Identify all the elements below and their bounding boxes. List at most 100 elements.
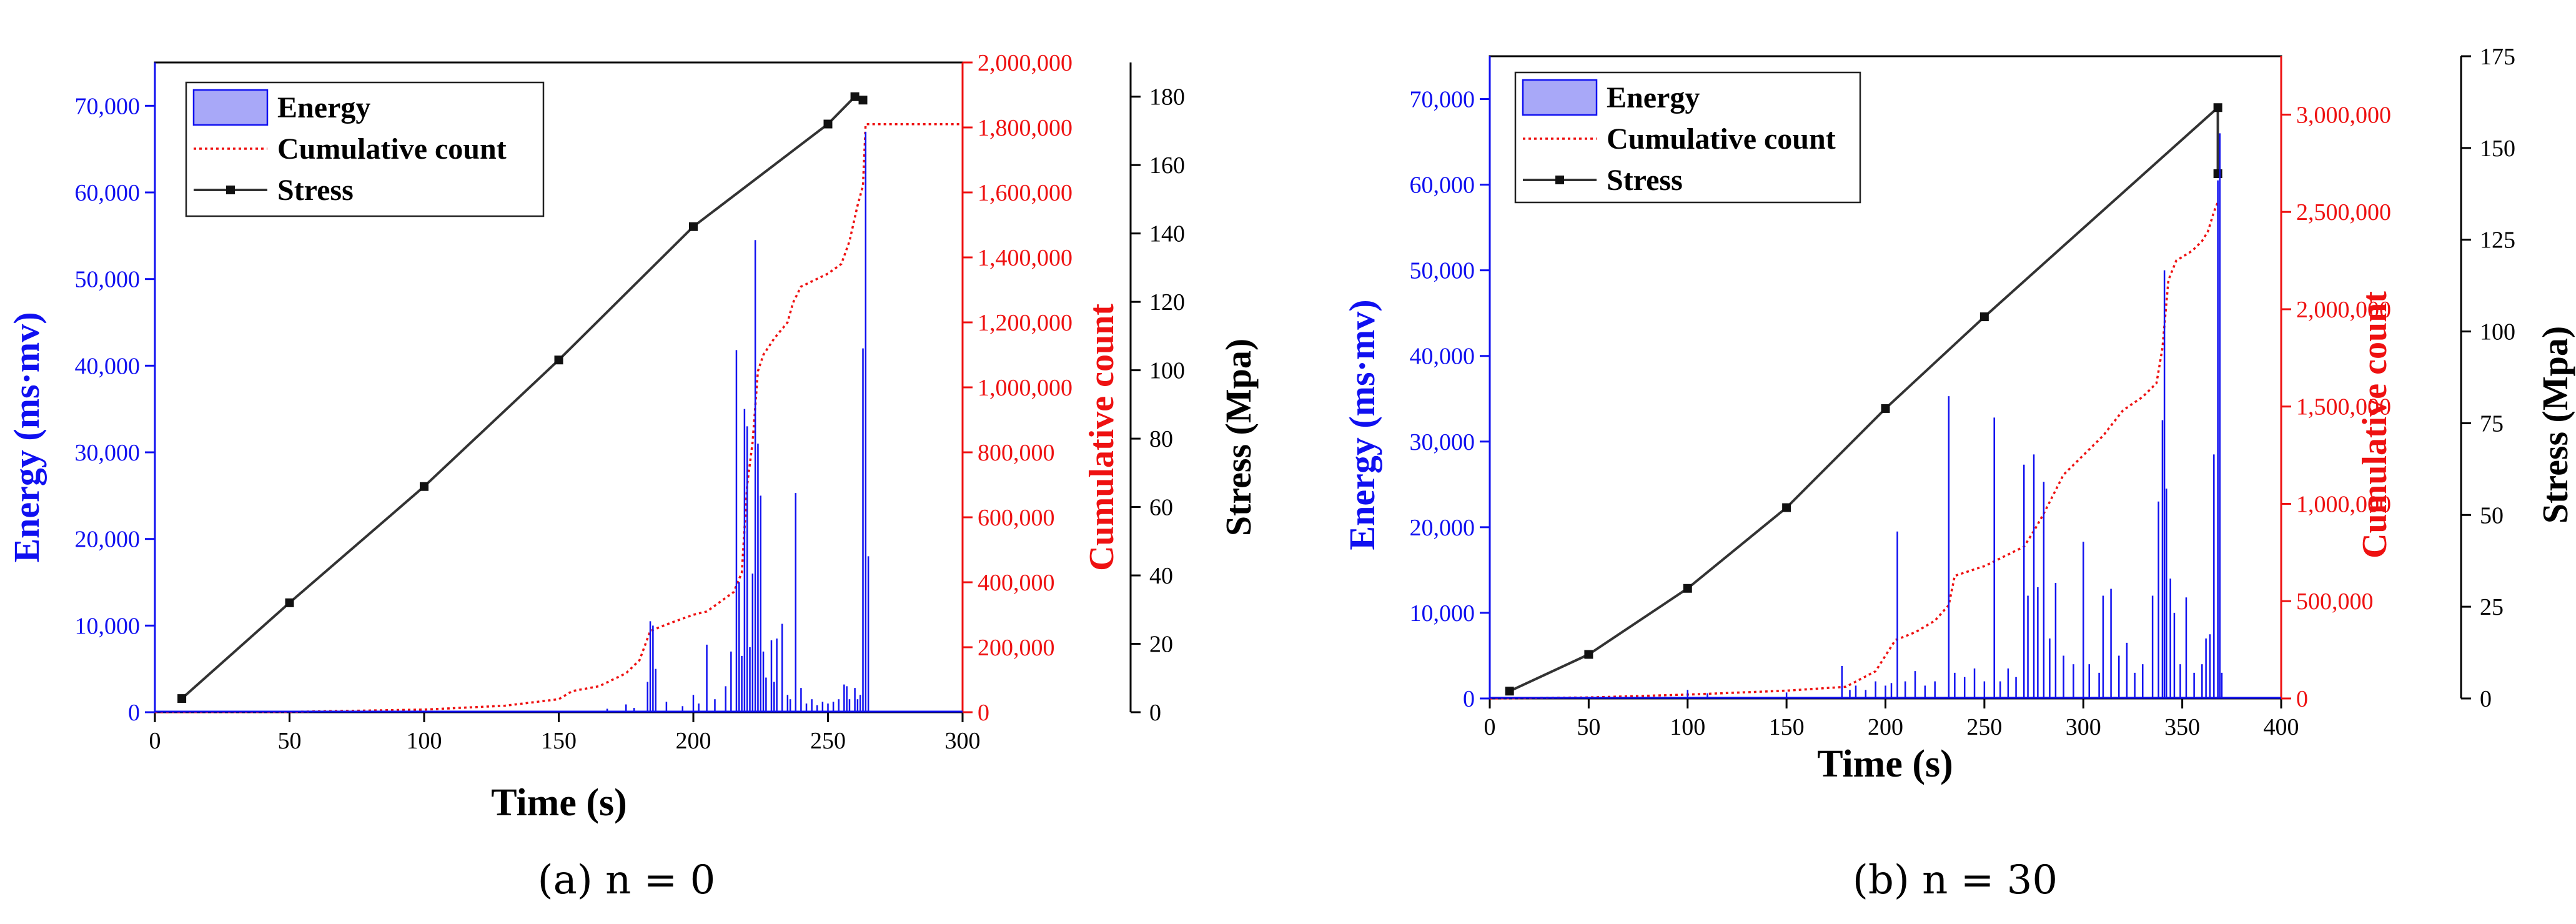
cumulative-tick-label: 1,000,000 (2296, 491, 2391, 517)
cumulative-axis-title: Cumulative count (2356, 291, 2394, 559)
x-tick-label: 200 (676, 728, 711, 754)
x-axis-title: Time (s) (1817, 743, 1953, 785)
stress-tick-label: 120 (1149, 289, 1185, 315)
stress-line (181, 95, 864, 700)
stress-tick-label: 0 (2480, 686, 2492, 712)
stress-axis-title: Stress (Mpa) (1218, 339, 1259, 536)
energy-axis-title: Energy (ms·mv) (6, 312, 47, 562)
cumulative-tick-label: 400,000 (978, 570, 1055, 596)
stress-tick-label: 100 (2480, 319, 2515, 345)
stress-marker (1881, 404, 1890, 413)
cumulative-line (154, 123, 963, 713)
cumulative-tick-label: 2,500,000 (2296, 199, 2391, 226)
x-tick-label: 150 (541, 728, 577, 754)
cumulative-tick-label: 0 (978, 700, 989, 726)
energy-tick-label: 50,000 (1410, 258, 1475, 284)
energy-tick-label: 70,000 (1410, 87, 1475, 113)
cumulative-tick-label: 1,800,000 (978, 115, 1073, 141)
energy-tick-label: 10,000 (75, 613, 141, 639)
x-tick-label: 0 (149, 728, 161, 754)
energy-tick-label: 70,000 (75, 93, 141, 119)
cumulative-line (1489, 201, 2219, 700)
stress-marker (1584, 650, 1593, 659)
stress-tick-label: 60 (1149, 495, 1173, 521)
cumulative-tick-label: 0 (2296, 686, 2308, 712)
x-tick-label: 0 (1484, 714, 1496, 740)
legend-label-energy: Energy (277, 91, 370, 124)
cumulative-tick-label: 600,000 (978, 505, 1055, 531)
cumulative-tick-label: 1,500,000 (2296, 394, 2391, 420)
stress-marker (689, 222, 698, 231)
energy-series (155, 131, 963, 713)
caption-label: (b) (1853, 857, 1910, 903)
cumulative-tick-label: 500,000 (2296, 589, 2374, 615)
cumulative-tick-label: 200,000 (978, 635, 1055, 661)
x-tick-label: 150 (1769, 714, 1805, 740)
cumulative-axis-title: Cumulative count (1082, 304, 1121, 571)
stress-marker (850, 92, 859, 101)
energy-tick-label: 60,000 (1410, 172, 1475, 199)
stress-tick-label: 25 (2480, 594, 2504, 620)
chart-a: 0 50 100 150 200 250 300010,00020,00030,00040,… (6, 50, 1259, 903)
x-tick-label: 350 (2164, 714, 2200, 740)
chart-b: 0 50 100 150 200 250 300 350 400010,00020,00030,… (1342, 44, 2575, 903)
figure-caption: (b) n = 30 (1853, 857, 2058, 903)
cumulative-tick-label: 1,400,000 (978, 245, 1073, 271)
stress-tick-label: 160 (1149, 152, 1185, 179)
legend-label-cumulative: Cumulative count (1607, 122, 1836, 156)
legend: Energy Cumulative count Stress (185, 81, 545, 217)
stress-tick-label: 140 (1149, 221, 1185, 247)
x-tick-label: 300 (2066, 714, 2101, 740)
stress-tick-label: 180 (1149, 84, 1185, 111)
cumulative-tick-label: 2,000,000 (2296, 297, 2391, 323)
x-tick-label: 50 (278, 728, 302, 754)
legend-label-stress: Stress (277, 174, 354, 207)
energy-axis-title: Energy (ms·mv) (1342, 299, 1382, 550)
stress-line (1508, 104, 2219, 693)
caption-text: n = 0 (593, 857, 716, 903)
x-tick-label: 250 (1966, 714, 2002, 740)
x-tick-label: 100 (1670, 714, 1705, 740)
x-axis-title: Time (s) (491, 782, 627, 824)
cumulative-tick-label: 3,000,000 (2296, 102, 2391, 128)
cumulative-tick-label: 1,000,000 (978, 375, 1073, 401)
stress-tick-label: 40 (1149, 563, 1173, 589)
stress-tick-label: 20 (1149, 632, 1173, 658)
energy-tick-label: 30,000 (1410, 429, 1475, 455)
stress-marker (2213, 103, 2222, 112)
x-tick-label: 400 (2264, 714, 2299, 740)
energy-tick-label: 10,000 (1410, 600, 1475, 627)
energy-tick-label: 0 (128, 700, 140, 726)
stress-marker (554, 355, 563, 365)
stress-marker (1979, 312, 1989, 322)
stress-marker (177, 694, 187, 703)
energy-tick-label: 30,000 (75, 440, 141, 466)
cumulative-tick-label: 1,200,000 (978, 310, 1073, 336)
stress-marker (1505, 687, 1514, 696)
legend-energy-swatch (1522, 79, 1598, 116)
legend-label-energy: Energy (1607, 81, 1700, 114)
stress-axis-title: Stress (Mpa) (2535, 326, 2575, 524)
stress-marker (2213, 169, 2222, 178)
energy-tick-label: 40,000 (75, 353, 141, 379)
legend-label-stress: Stress (1607, 164, 1683, 197)
stress-marker (858, 96, 868, 105)
legend-energy-swatch (192, 89, 269, 126)
caption-text: n = 30 (1910, 857, 2058, 903)
energy-tick-label: 20,000 (1410, 515, 1475, 541)
stress-marker (285, 598, 294, 607)
cumulative-tick-label: 1,600,000 (978, 180, 1073, 206)
x-tick-label: 250 (810, 728, 846, 754)
cumulative-tick-label: 2,000,000 (978, 50, 1073, 76)
legend: Energy Cumulative count Stress (1514, 71, 1861, 204)
stress-tick-label: 50 (2480, 502, 2504, 529)
cumulative-tick-label: 800,000 (978, 440, 1055, 466)
energy-tick-label: 20,000 (75, 527, 141, 553)
stress-tick-label: 100 (1149, 358, 1185, 384)
figure-caption: (a) n = 0 (538, 857, 716, 903)
legend-stress-marker (1555, 176, 1564, 184)
stress-tick-label: 150 (2480, 136, 2515, 162)
stress-tick-label: 175 (2480, 44, 2515, 70)
energy-tick-label: 60,000 (75, 180, 141, 206)
